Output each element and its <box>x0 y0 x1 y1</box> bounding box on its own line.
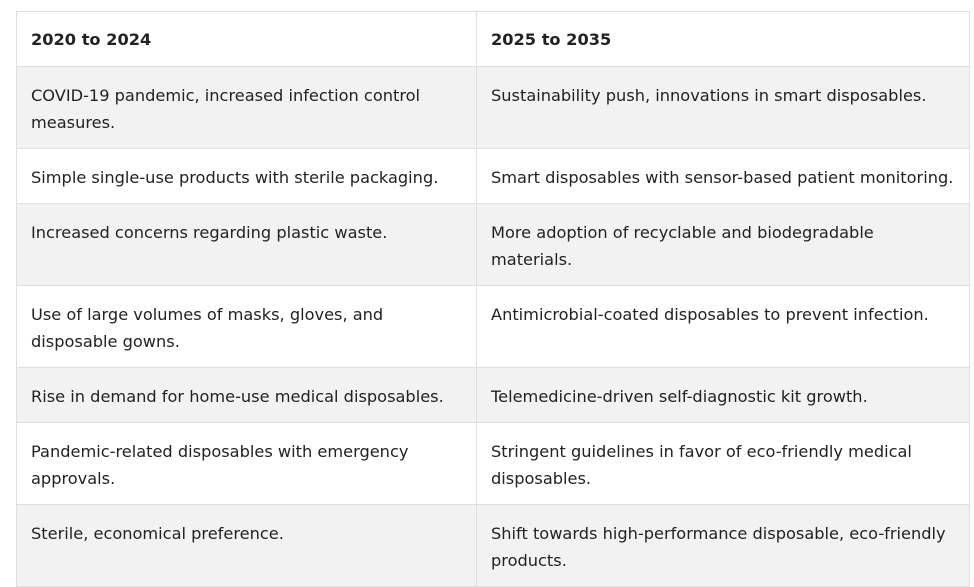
table-header-row: 2020 to 2024 2025 to 2035 <box>16 11 970 67</box>
table-cell: Telemedicine-driven self-diagnostic kit … <box>476 367 970 423</box>
table-row: Rise in demand for home-use medical disp… <box>16 367 970 423</box>
table-cell: Shift towards high-performance disposabl… <box>476 504 970 587</box>
table-row: Sterile, economical preference. Shift to… <box>16 504 970 587</box>
table-cell: Sustainability push, innovations in smar… <box>476 66 970 149</box>
table-cell: Increased concerns regarding plastic was… <box>16 203 477 286</box>
table-cell: Sterile, economical preference. <box>16 504 477 587</box>
table-cell: COVID-19 pandemic, increased infection c… <box>16 66 477 149</box>
table-row: Use of large volumes of masks, gloves, a… <box>16 285 970 368</box>
table-row: Pandemic-related disposables with emerge… <box>16 422 970 505</box>
table-row: Simple single-use products with sterile … <box>16 148 970 204</box>
table-cell: Antimicrobial-coated disposables to prev… <box>476 285 970 368</box>
table-row: COVID-19 pandemic, increased infection c… <box>16 66 970 149</box>
comparison-table: 2020 to 2024 2025 to 2035 COVID-19 pande… <box>16 11 970 587</box>
table-cell: Simple single-use products with sterile … <box>16 148 477 204</box>
table-row: Increased concerns regarding plastic was… <box>16 203 970 286</box>
table-cell: Stringent guidelines in favor of eco-fri… <box>476 422 970 505</box>
table-cell: Rise in demand for home-use medical disp… <box>16 367 477 423</box>
table-cell: Smart disposables with sensor-based pati… <box>476 148 970 204</box>
table-cell: More adoption of recyclable and biodegra… <box>476 203 970 286</box>
table-cell: Pandemic-related disposables with emerge… <box>16 422 477 505</box>
column-header-2025-2035: 2025 to 2035 <box>476 11 970 67</box>
comparison-table-container: 2020 to 2024 2025 to 2035 COVID-19 pande… <box>16 11 970 587</box>
table-cell: Use of large volumes of masks, gloves, a… <box>16 285 477 368</box>
column-header-2020-2024: 2020 to 2024 <box>16 11 477 67</box>
